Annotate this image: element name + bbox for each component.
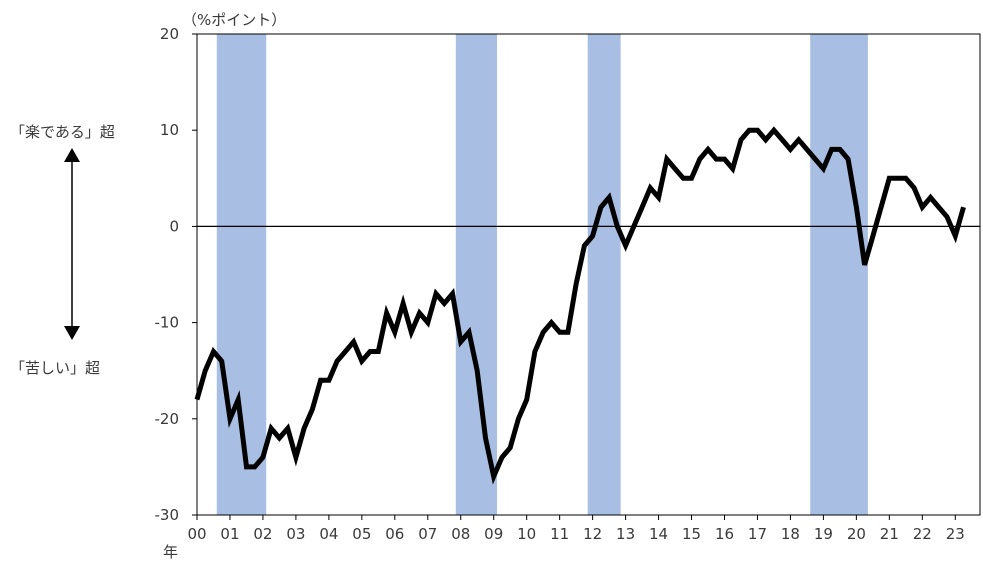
annotation-bottom-label: 「苦しい」超	[10, 359, 100, 377]
x-tick-label: 02	[253, 525, 272, 543]
y-tick-label: 20	[160, 25, 179, 43]
x-tick-label: 13	[616, 525, 635, 543]
y-axis-unit-label: （%ポイント）	[182, 11, 286, 29]
annotation-top-label: 「楽である」超	[10, 123, 115, 141]
recession-band-3	[587, 34, 621, 515]
x-tick-label: 09	[484, 525, 503, 543]
y-tick-label: -20	[155, 410, 180, 428]
recession-band-2	[455, 34, 498, 515]
x-tick-label: 08	[451, 525, 470, 543]
x-tick-label: 07	[418, 525, 437, 543]
x-tick-label: 16	[715, 525, 734, 543]
x-tick-label: 17	[748, 525, 767, 543]
y-tick-label: 0	[169, 217, 179, 235]
plot-area-frame	[196, 33, 981, 516]
x-tick-label: 10	[517, 525, 536, 543]
x-tick-label: 14	[649, 525, 668, 543]
recession-band-4	[810, 34, 868, 515]
x-tick-label: 11	[550, 525, 569, 543]
y-tick-label: 10	[160, 121, 179, 139]
x-tick-label: 03	[286, 525, 305, 543]
x-tick-label: 23	[946, 525, 965, 543]
y-tick-label: -10	[155, 314, 180, 332]
x-tick-label: 15	[682, 525, 701, 543]
x-tick-label: 00	[187, 525, 206, 543]
x-tick-label: 12	[583, 525, 602, 543]
x-tick-label: 20	[847, 525, 866, 543]
x-tick-label: 22	[913, 525, 932, 543]
x-tick-label: 21	[880, 525, 899, 543]
x-tick-label: 04	[319, 525, 338, 543]
up-down-arrow-icon	[64, 148, 80, 340]
x-tick-label: 19	[814, 525, 833, 543]
x-tick-label: 18	[781, 525, 800, 543]
series-line	[194, 126, 966, 485]
x-tick-label: 06	[385, 525, 404, 543]
x-axis-label: 年	[163, 543, 178, 561]
recession-shading-layer	[216, 34, 868, 515]
y-axis-ticks: 20 10 0 -10 -20 -30	[155, 25, 197, 524]
x-axis-ticks: 00 01 02 03 04 05 06 07 08 09 10 11 12 13 14 15 16 17 18 19…	[187, 515, 965, 543]
x-tick-label: 05	[352, 525, 371, 543]
y-tick-label: -30	[155, 506, 180, 524]
x-tick-label: 01	[220, 525, 239, 543]
